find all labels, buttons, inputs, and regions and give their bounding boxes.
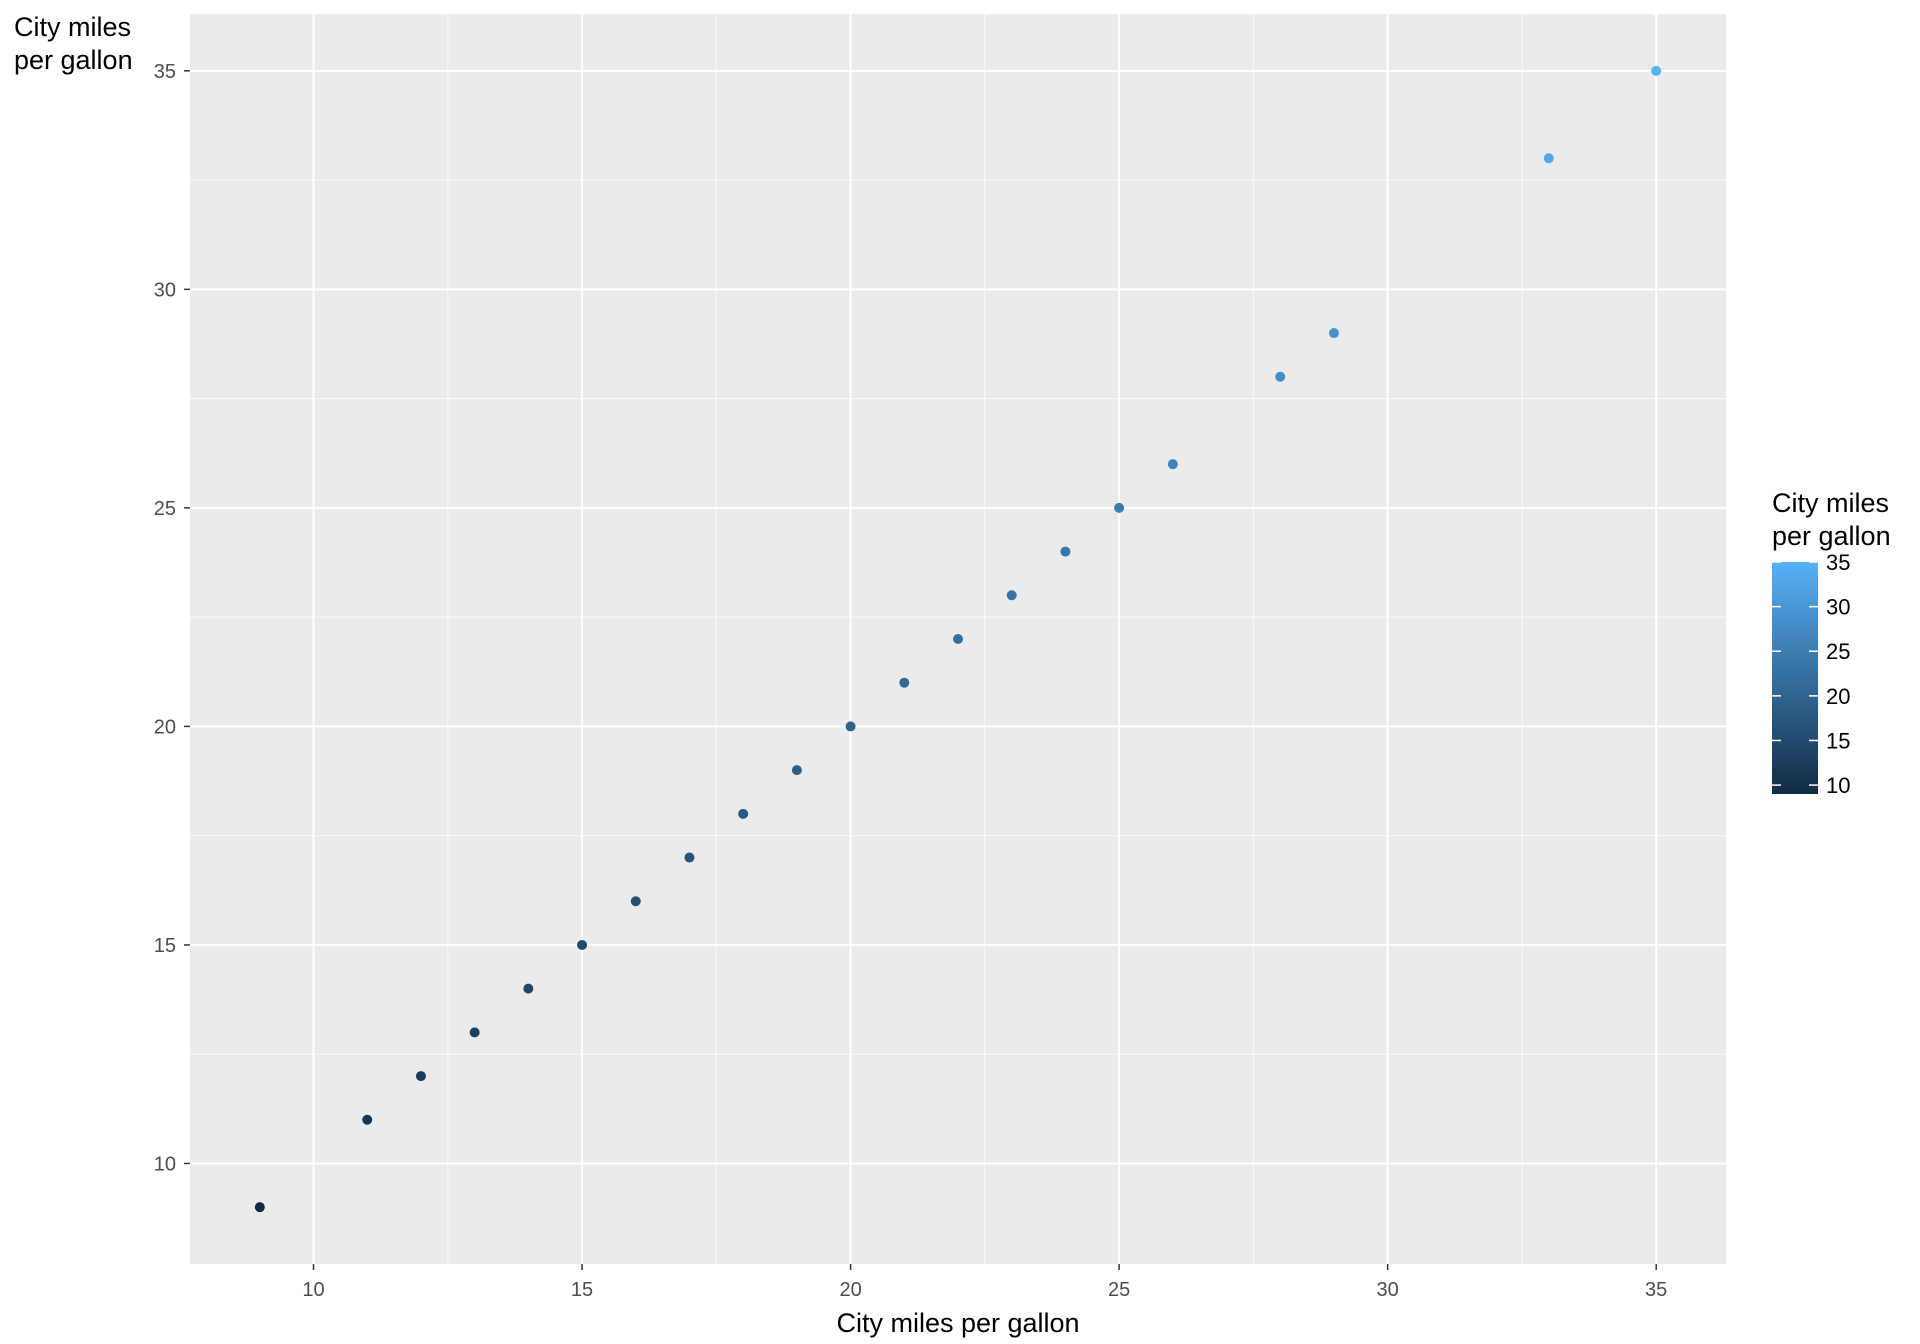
legend-tick-label: 30 <box>1826 595 1850 620</box>
x-axis-ticks: 10 15 20 25 30 35 <box>302 1264 1667 1301</box>
y-tick-label: 25 <box>154 498 176 520</box>
x-tick-label: 15 <box>571 1279 593 1301</box>
major-gridlines <box>190 14 1726 1264</box>
x-tick-label: 30 <box>1377 1279 1399 1301</box>
x-tick-label: 20 <box>839 1279 861 1301</box>
data-point <box>899 677 910 688</box>
x-tick-label: 35 <box>1645 1279 1667 1301</box>
data-points <box>254 65 1662 1213</box>
minor-gridlines <box>190 14 1726 1264</box>
legend-title-line-2: per gallon <box>1772 521 1891 551</box>
data-point <box>254 1202 265 1213</box>
y-axis-title-line-2: per gallon <box>14 45 133 75</box>
data-point <box>469 1027 480 1038</box>
x-tick-label: 10 <box>302 1279 324 1301</box>
data-point <box>415 1071 426 1082</box>
y-tick-label: 30 <box>154 279 176 301</box>
data-point <box>577 939 588 950</box>
y-axis-title: City miles per gallon <box>14 12 139 75</box>
legend-title-line-1: City miles <box>1772 488 1889 518</box>
y-tick-label: 15 <box>154 935 176 957</box>
data-point <box>1275 371 1286 382</box>
data-point <box>1006 590 1017 601</box>
data-point <box>953 634 963 644</box>
y-tick-label: 35 <box>154 61 176 83</box>
data-point <box>1543 153 1554 164</box>
data-point <box>1060 546 1071 557</box>
legend-tick-label: 25 <box>1826 639 1850 664</box>
data-point <box>1167 459 1178 470</box>
legend-tick-label: 20 <box>1826 684 1850 709</box>
y-axis-title-line-1: City miles <box>14 12 131 42</box>
legend-ticks: 10 15 20 25 30 35 <box>1772 550 1850 798</box>
x-axis-title: City miles per gallon <box>836 1308 1079 1338</box>
data-point <box>362 1114 373 1125</box>
legend-tick-label: 15 <box>1826 728 1850 753</box>
color-legend: City miles per gallon 10 15 20 25 30 35 <box>1772 488 1897 798</box>
data-point <box>738 808 749 819</box>
y-tick-label: 10 <box>154 1153 176 1175</box>
legend-tick-label: 35 <box>1826 550 1850 575</box>
legend-title: City miles per gallon <box>1772 488 1897 551</box>
data-point <box>1651 65 1662 76</box>
legend-colorbar <box>1772 562 1818 794</box>
data-point <box>845 721 856 732</box>
data-point <box>1114 502 1125 513</box>
data-point <box>523 983 534 994</box>
data-point <box>684 852 695 863</box>
data-point <box>791 765 802 776</box>
data-point <box>1328 328 1339 339</box>
legend-tick-label: 10 <box>1826 773 1850 798</box>
y-tick-label: 20 <box>154 716 176 738</box>
y-axis-ticks: 10 15 20 25 30 35 <box>154 61 190 1175</box>
x-tick-label: 25 <box>1108 1279 1130 1301</box>
data-point <box>630 896 641 907</box>
